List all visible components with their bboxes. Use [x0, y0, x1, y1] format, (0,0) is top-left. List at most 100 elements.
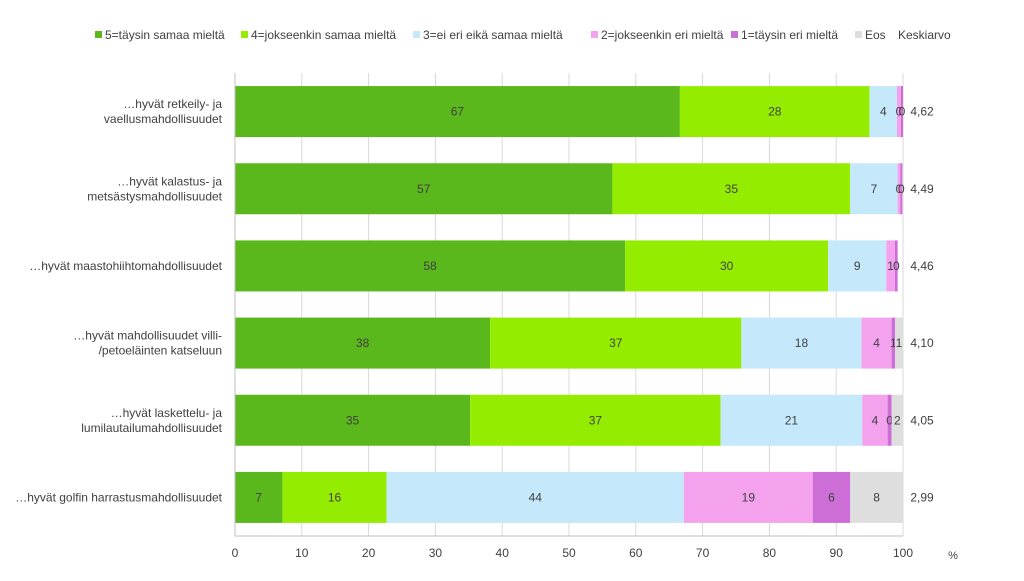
- bar-segment: [894, 317, 903, 369]
- bar-segment: [235, 317, 491, 369]
- bar-segment: [470, 394, 721, 446]
- data-label: 35: [346, 413, 360, 427]
- data-label: 0: [893, 259, 900, 273]
- x-tick-label: 40: [496, 546, 510, 560]
- bar-segment: [235, 471, 283, 523]
- data-label: 7: [871, 182, 878, 196]
- bar-segment: [894, 240, 898, 292]
- x-unit-label: %: [948, 550, 958, 562]
- legend-swatch: [855, 31, 862, 38]
- legend-swatch: [413, 31, 420, 38]
- bar-segment: [891, 317, 895, 369]
- legend-label: 5=täysin samaa mieltä: [105, 28, 225, 42]
- data-label: 21: [785, 413, 799, 427]
- data-label: 0: [896, 105, 903, 119]
- bar-segment: [720, 394, 863, 446]
- x-tick-label: 10: [295, 546, 309, 560]
- data-label: 0: [898, 182, 905, 196]
- x-tick-label: 0: [232, 546, 239, 560]
- bar-segment: [861, 317, 892, 369]
- bar-segment: [869, 86, 897, 138]
- bar-segment: [900, 163, 903, 215]
- data-label: 1: [887, 259, 894, 273]
- data-label: 4: [873, 336, 880, 350]
- legend-label: Eos: [865, 28, 886, 42]
- x-tick-label: 60: [629, 546, 643, 560]
- legend-label: 1=täysin eri mieltä: [741, 28, 838, 42]
- bar-segment: [862, 394, 888, 446]
- data-label: 67: [451, 105, 465, 119]
- legend-label-average: Keskiarvo: [898, 28, 951, 42]
- bar-segment: [850, 163, 898, 215]
- bar-segment: [896, 86, 901, 138]
- category-label: metsästysmahdollisuudet: [87, 189, 222, 203]
- category-label: …hyvät retkeily- ja: [123, 97, 222, 111]
- bar-segment: [612, 163, 851, 215]
- x-tick-label: 50: [562, 546, 576, 560]
- x-tick-label: 90: [830, 546, 844, 560]
- bar-segment: [235, 240, 626, 292]
- bar-segment: [386, 471, 684, 523]
- average-value: 4,62: [910, 105, 934, 119]
- x-tick-label: 80: [763, 546, 777, 560]
- average-value: 2,99: [910, 490, 934, 504]
- average-value: 4,46: [910, 259, 934, 273]
- data-label: 18: [795, 336, 809, 350]
- data-label: 1: [896, 336, 903, 350]
- bar-segment: [679, 86, 870, 138]
- data-label: 4: [872, 413, 879, 427]
- category-label: …hyvät kalastus- ja: [117, 174, 222, 188]
- category-label: /petoeläinten katseluun: [99, 344, 222, 358]
- data-label: 7: [255, 490, 262, 504]
- data-label: 0: [899, 105, 906, 119]
- data-label: 28: [768, 105, 782, 119]
- bar-segment: [891, 394, 903, 446]
- category-label: lumilautailumahdollisuudet: [81, 421, 222, 435]
- data-label: 2: [894, 413, 901, 427]
- bar-segment: [850, 471, 903, 523]
- data-label: 35: [725, 182, 739, 196]
- data-label: 16: [328, 490, 342, 504]
- x-tick-label: 30: [429, 546, 443, 560]
- bar-segment: [741, 317, 862, 369]
- legend-swatch: [95, 31, 102, 38]
- bar-segment: [828, 240, 887, 292]
- bar-segment: [490, 317, 742, 369]
- data-label: 8: [873, 490, 880, 504]
- legend-swatch: [241, 31, 248, 38]
- bar-segment: [235, 163, 613, 215]
- average-value: 4,10: [910, 336, 934, 350]
- legend-label: 4=jokseenkin samaa mieltä: [251, 28, 396, 42]
- legend-label: 3=ei eri eikä samaa mieltä: [423, 28, 563, 42]
- bar-segment: [886, 240, 895, 292]
- data-label: 0: [886, 413, 893, 427]
- average-value: 4,49: [910, 182, 934, 196]
- data-label: 37: [589, 413, 603, 427]
- data-label: 19: [742, 490, 756, 504]
- data-label: 37: [609, 336, 623, 350]
- data-label: 9: [854, 259, 861, 273]
- category-label: …hyvät golfin harrastusmahdollisuudet: [15, 490, 222, 504]
- bar-segment: [625, 240, 829, 292]
- x-tick-label: 70: [696, 546, 710, 560]
- bar-segment: [812, 471, 851, 523]
- x-tick-label: 100: [893, 546, 913, 560]
- data-label: 0: [896, 182, 903, 196]
- bar-segment: [897, 163, 901, 215]
- bar-segment: [235, 86, 680, 138]
- legend-swatch: [591, 31, 598, 38]
- x-tick-label: 20: [362, 546, 376, 560]
- legend-swatch: [731, 31, 738, 38]
- category-label: …hyvät laskettelu- ja: [111, 406, 223, 420]
- data-label: 58: [423, 259, 437, 273]
- data-label: 30: [720, 259, 734, 273]
- data-label: 4: [880, 105, 887, 119]
- bar-segment: [900, 86, 903, 138]
- data-label: 57: [417, 182, 431, 196]
- bar-segment: [235, 394, 471, 446]
- data-label: 44: [529, 490, 543, 504]
- category-label: …hyvät maastohiihtomahdollisuudet: [29, 259, 222, 273]
- legend-label: 2=jokseenkin eri mieltä: [601, 28, 724, 42]
